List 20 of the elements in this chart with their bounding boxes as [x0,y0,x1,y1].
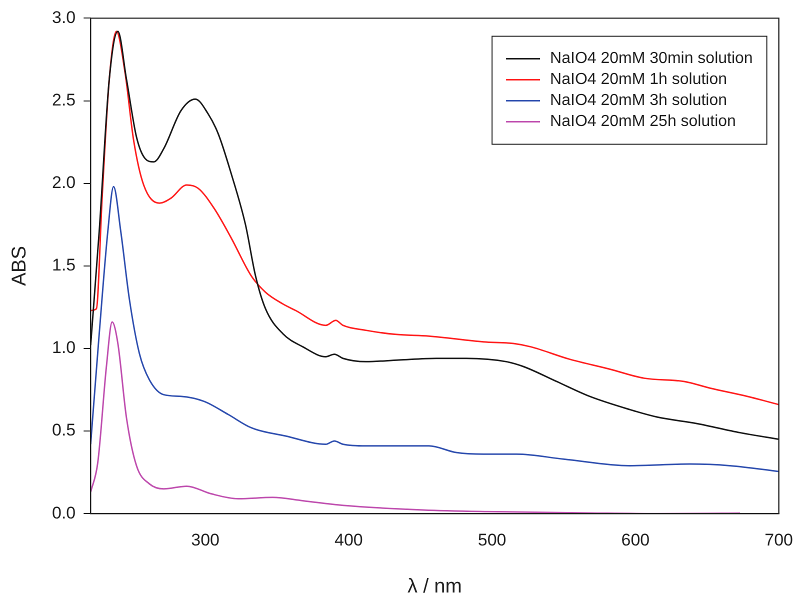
x-tick-label: 500 [478,530,506,550]
y-tick-label: 2.5 [52,90,76,110]
y-tick-label: 3.0 [52,8,76,27]
x-tick-label: 400 [334,530,363,550]
y-tick-label: 0.0 [52,503,76,522]
y-tick-label: 1.5 [52,256,76,275]
line-series [90,321,741,514]
y-tick-label: 2.0 [52,173,76,192]
x-tick-label: 600 [621,530,650,550]
legend-label: NaIO4 20mM 1h solution [550,71,728,88]
legend-label: NaIO4 20mM 25h solution [550,113,736,130]
y-tick-label: 0.5 [52,420,76,440]
x-tick-label: 700 [764,530,794,550]
y-tick-label: 1.0 [52,338,76,358]
x-tick-label: 300 [191,530,220,550]
legend-label: NaIO4 20mM 3h solution [550,92,728,110]
legend-label: NaIO4 20mM 30min solution [550,50,753,68]
line-series [90,186,779,472]
y-axis-title: ABS [8,246,31,286]
x-axis-title: λ / nm [408,576,462,598]
